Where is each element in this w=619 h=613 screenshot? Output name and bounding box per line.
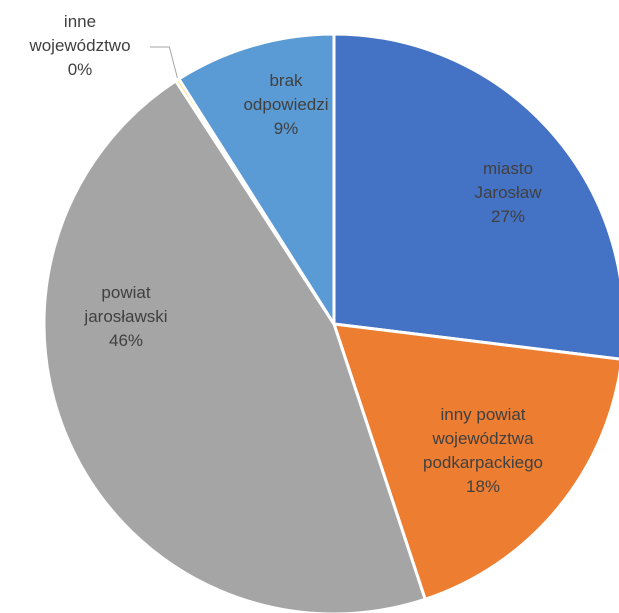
slice-label-miasto-jarosław: miasto Jarosław 27% [474,159,542,226]
slice-label-brak-odpowiedzi: brak odpowiedzi 9% [243,71,328,138]
slice-label-inny-powiat-województwa-podkarpackiego: inny powiat województwa podkarpackiego 18% [423,405,543,496]
leader-line [150,46,178,79]
pie-slice-inny-powiat-województwa-podkarpackiego [331,322,619,602]
slice-label-inne-województwo: inne województwo 0% [28,12,130,79]
pie-slice-brak-odpowiedzi [176,32,336,330]
slice-label-powiat-jarosławski: powiat jarosławski 46% [83,283,167,350]
pie-slice-miasto-jarosław [332,32,619,361]
